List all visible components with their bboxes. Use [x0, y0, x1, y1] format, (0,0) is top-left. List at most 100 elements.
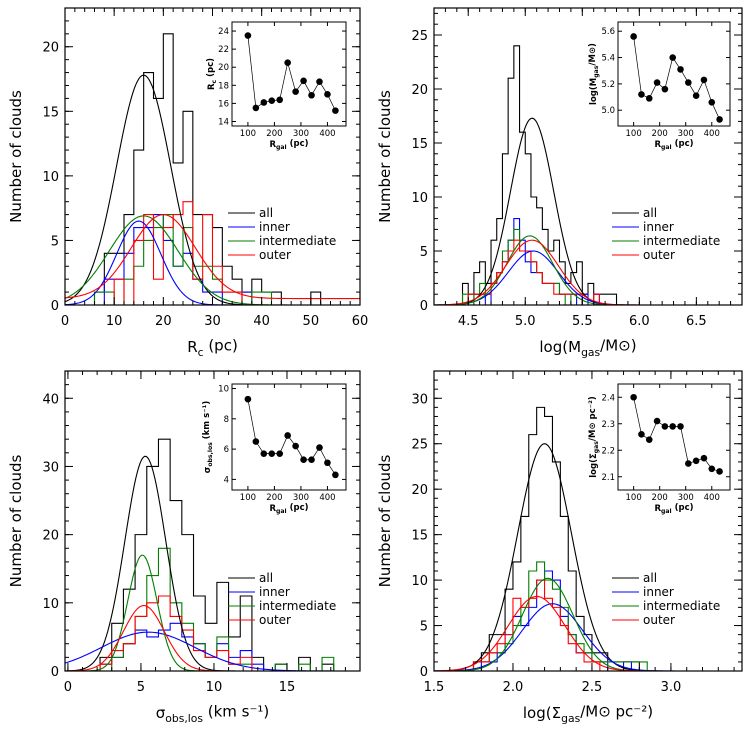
inset-y-label-sub: gas	[593, 65, 600, 77]
inset-point	[252, 104, 260, 112]
inset-frame	[617, 383, 731, 491]
inset-point	[653, 417, 661, 425]
inset-point	[692, 92, 700, 100]
inset-point	[324, 91, 331, 98]
inset-point	[292, 442, 299, 450]
y-tick-label: 15	[42, 105, 59, 120]
inset-point	[677, 423, 684, 430]
inset-y-tick-label: 22	[218, 45, 229, 55]
histogram-outer	[88, 595, 334, 671]
y-tick-label: 20	[411, 483, 428, 498]
legend-label-all: all	[643, 206, 657, 220]
inset-point	[260, 99, 268, 106]
inset-x-label-sub: gal	[661, 508, 672, 515]
y-tick-label: 25	[411, 438, 428, 453]
x-axis-label-main: log(Σ	[523, 704, 561, 722]
inset-x-tick-label: 100	[240, 129, 256, 139]
inset-frame	[617, 21, 731, 127]
legend-label-outer: outer	[643, 248, 675, 262]
x-axis-label: σobs,los (km s⁻¹)	[156, 703, 270, 725]
legend-label-inner: inner	[643, 585, 674, 599]
legend-label-intermediate: intermediate	[643, 234, 720, 248]
gaussian-fit-all	[434, 117, 742, 305]
gaussian-fit-inner	[434, 603, 742, 671]
legend-label-outer: outer	[643, 613, 675, 627]
inset-y-label-post: (km s⁻¹)	[202, 401, 212, 443]
inset-y-tick-label: 14	[218, 117, 229, 127]
legend-label-inner: inner	[259, 585, 290, 599]
x-tick-label: 0	[61, 314, 69, 329]
gaussian-fit-all	[65, 455, 360, 671]
y-tick-label: 10	[42, 597, 59, 612]
histogram-outer	[472, 579, 632, 671]
inset-y-label-post: /M⊙ pc⁻²)	[588, 396, 598, 441]
inset-x-tick-label: 100	[626, 129, 642, 139]
inset-x-label-main: R	[270, 504, 277, 514]
y-tick-label: 10	[411, 574, 428, 589]
legend-label-all: all	[259, 206, 273, 220]
inset-point	[630, 33, 637, 40]
inset-y-label-main: log(Σ	[589, 453, 599, 478]
y-tick-label: 15	[411, 137, 428, 152]
y-axis-label: Number of clouds	[7, 454, 25, 587]
gaussian-fit-intermediate	[434, 577, 742, 671]
inset-point	[685, 460, 692, 467]
inset-sigma: 100 200 300 400 4 6 8 10 Rgal (pc) σobs,los (km s…	[202, 383, 347, 515]
inset-frame	[231, 21, 347, 127]
inset-point	[332, 471, 339, 479]
inset-point	[638, 91, 645, 98]
x-tick-label: 30	[204, 314, 221, 329]
inset-x-tick-label: 400	[319, 493, 335, 503]
panel-mass: 4.5 5.0 5.5 6.0 6.50510152025log(Mgas/M⊙)Num…	[376, 7, 743, 359]
y-tick-label: 20	[411, 83, 428, 98]
inset-point	[260, 450, 268, 457]
inset-point	[669, 54, 676, 61]
inset-point	[716, 468, 723, 475]
y-axis-label: Number of clouds	[376, 90, 394, 223]
y-axis-label: Number of clouds	[376, 454, 394, 587]
inset-point	[669, 423, 676, 430]
inset-point	[685, 79, 692, 86]
y-tick-label: 0	[51, 299, 59, 314]
inset-y-tick-label: 2.3	[601, 420, 615, 430]
inset-x-label-sub: gal	[276, 144, 287, 151]
histogram-inner	[88, 622, 334, 671]
legend-label-intermediate: intermediate	[259, 234, 336, 248]
inset-y-tick-label: 24	[218, 27, 229, 37]
y-tick-label: 40	[42, 392, 59, 407]
y-tick-label: 5	[420, 245, 428, 260]
inset-point	[244, 395, 252, 403]
inset-y-tick-label: 5.4	[601, 54, 615, 64]
inset-y-tick-label: 6	[224, 445, 229, 455]
y-tick-label: 30	[42, 460, 59, 475]
histogram-all	[88, 438, 335, 671]
inset-point	[332, 107, 339, 114]
inset-point	[630, 393, 637, 401]
inset-y-tick-label: 2.2	[601, 446, 615, 456]
inset-y-tick-label: 5.6	[601, 27, 615, 37]
inset-y-label-post: (pc)	[206, 58, 216, 80]
x-axis-label: log(Σgas/M⊙ pc⁻²)	[523, 703, 653, 725]
inset-point	[292, 88, 299, 95]
inset-point	[316, 78, 323, 85]
inset-x-label: Rgal (pc)	[270, 139, 309, 151]
inset-x-tick-label: 200	[266, 493, 282, 503]
inset-point	[708, 99, 716, 106]
legend-label-all: all	[643, 571, 657, 585]
inset-x-label-main: R	[655, 504, 662, 514]
inset-x-label: Rgal (pc)	[655, 139, 694, 151]
inset-point	[661, 85, 669, 93]
inset-x-tick-label: 200	[652, 129, 668, 139]
gaussian-fit-intermediate	[65, 215, 360, 305]
inset-y-tick-label: 20	[218, 63, 229, 73]
x-axis-label-sub: gas	[561, 712, 580, 725]
x-tick-label: 20	[155, 314, 172, 329]
y-tick-label: 0	[51, 665, 59, 680]
gaussian-fit-all	[434, 443, 742, 671]
inset-y-tick-label: 2.4	[601, 393, 615, 403]
x-axis-label-post: (pc)	[204, 337, 238, 355]
gaussian-fit-outer	[434, 595, 742, 671]
inset-y-tick-label: 5.2	[601, 80, 615, 90]
